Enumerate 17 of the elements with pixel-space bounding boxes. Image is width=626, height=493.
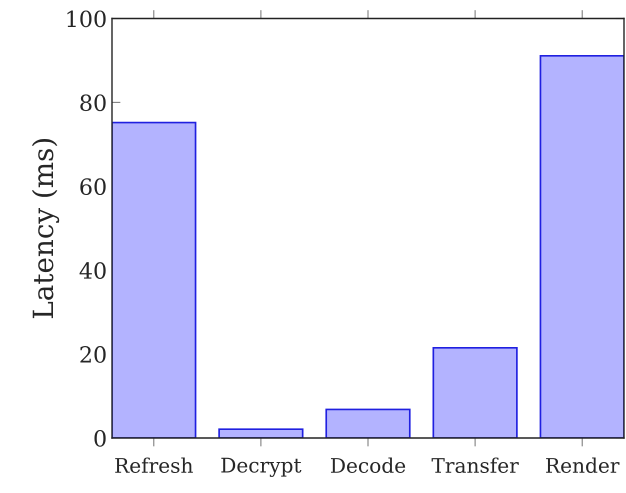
y-tick-label: 80 — [80, 94, 106, 112]
y-tick-label: 60 — [80, 178, 106, 196]
y-axis-title: Latency (ms) — [32, 139, 60, 318]
y-tick-label: 40 — [80, 262, 106, 279]
bar — [432, 346, 518, 438]
x-tick-label: Refresh — [115, 457, 193, 474]
x-tick-label: Decrypt — [221, 458, 302, 477]
y-tick-label: 100 — [67, 10, 106, 28]
x-tick-label: Transfer — [432, 457, 519, 474]
x-tick-label: Render — [546, 457, 620, 474]
bar — [218, 428, 304, 438]
bar — [325, 408, 411, 438]
y-tick-label: 0 — [94, 430, 106, 447]
bar — [112, 122, 196, 438]
x-tick-label: Decode — [330, 457, 406, 474]
y-tick-label: 20 — [80, 346, 106, 363]
bar — [540, 55, 624, 438]
